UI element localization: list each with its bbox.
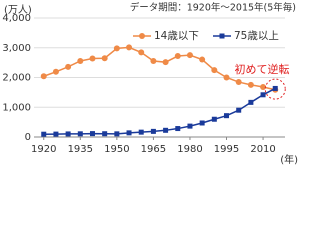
marker <box>113 45 120 52</box>
y-tick-label: 1,000 <box>2 102 31 113</box>
marker <box>223 74 230 81</box>
marker <box>138 129 144 135</box>
marker <box>236 107 242 113</box>
marker <box>77 57 84 64</box>
marker <box>187 123 193 129</box>
subtitle: データ期間：1920年～2015年(5年毎) <box>130 2 296 14</box>
marker <box>224 113 230 119</box>
marker <box>102 131 108 137</box>
marker <box>260 84 267 91</box>
legend-label: 75歳以上 <box>234 30 279 42</box>
marker <box>126 130 132 136</box>
marker <box>163 127 169 133</box>
y-tick-label: 0 <box>25 132 31 143</box>
marker <box>260 92 266 98</box>
marker <box>186 52 193 59</box>
legend-label: 14歳以下 <box>154 30 199 42</box>
y-tick-label: 4,000 <box>2 13 31 24</box>
y-tick-label: 3,000 <box>2 43 31 54</box>
x-tick-label: 1950 <box>104 144 129 155</box>
marker <box>150 128 156 134</box>
marker <box>89 55 96 62</box>
marker <box>53 131 59 137</box>
marker <box>77 131 83 137</box>
x-tick-label: 1965 <box>141 144 166 155</box>
marker <box>174 53 181 60</box>
y-tick-label: 2,000 <box>2 73 31 84</box>
marker <box>211 116 217 122</box>
marker <box>114 131 120 137</box>
x-tick-label: 1935 <box>68 144 93 155</box>
marker <box>272 85 278 91</box>
marker <box>248 99 254 105</box>
x-tick-label: 1980 <box>177 144 202 155</box>
x-axis-label: (年) <box>280 153 298 166</box>
highlight-circle <box>264 78 286 100</box>
marker <box>52 68 59 75</box>
marker <box>65 131 71 137</box>
marker <box>89 131 95 137</box>
marker <box>162 59 169 66</box>
y-axis-label: (万人) <box>4 4 32 16</box>
x-tick-label: 1920 <box>31 144 56 155</box>
marker <box>211 67 218 74</box>
x-tick-label: 1995 <box>214 144 239 155</box>
marker <box>150 58 157 65</box>
chart: (万人) データ期間：1920年～2015年(5年毎) (年) 初めて逆転 01… <box>2 2 298 167</box>
marker <box>101 55 108 62</box>
legend-marker <box>139 33 145 39</box>
legend-marker <box>219 33 225 39</box>
marker <box>138 49 145 56</box>
marker <box>175 126 181 132</box>
marker <box>126 44 133 51</box>
marker <box>65 63 72 70</box>
marker <box>247 81 254 88</box>
x-tick-label: 2010 <box>250 144 275 155</box>
marker <box>40 73 47 80</box>
annotation: 初めて逆転 <box>235 62 290 76</box>
marker <box>199 120 205 126</box>
marker <box>41 131 47 137</box>
marker <box>199 56 206 63</box>
marker <box>235 79 242 86</box>
